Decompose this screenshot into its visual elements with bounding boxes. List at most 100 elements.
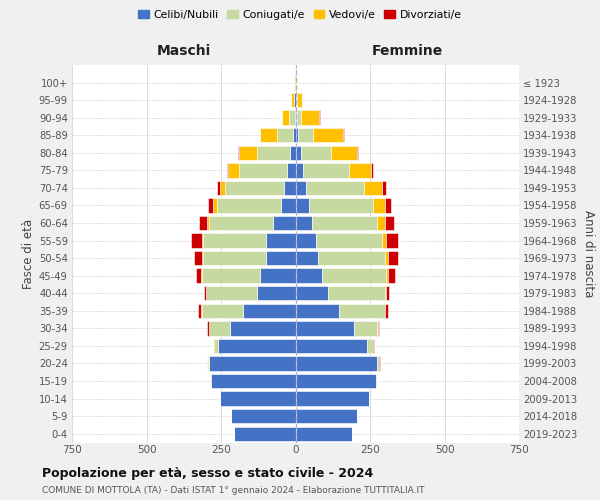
- Bar: [266, 251, 296, 266]
- Bar: [281, 198, 296, 212]
- Bar: [295, 110, 296, 125]
- Bar: [296, 76, 297, 90]
- Bar: [202, 268, 260, 283]
- Bar: [296, 338, 367, 353]
- Bar: [203, 251, 266, 266]
- Bar: [296, 163, 303, 178]
- Legend: Celibi/Nubili, Coniugati/e, Vedovi/e, Divorziati/e: Celibi/Nubili, Coniugati/e, Vedovi/e, Di…: [134, 6, 466, 24]
- Text: Popolazione per età, sesso e stato civile - 2024: Popolazione per età, sesso e stato civil…: [42, 468, 373, 480]
- Bar: [328, 286, 385, 300]
- Bar: [349, 163, 371, 178]
- Bar: [257, 286, 296, 300]
- Bar: [339, 304, 385, 318]
- Bar: [296, 286, 328, 300]
- Bar: [296, 216, 312, 230]
- Bar: [217, 180, 220, 195]
- Bar: [209, 321, 230, 336]
- Bar: [207, 321, 209, 336]
- Bar: [378, 321, 379, 336]
- Bar: [239, 146, 257, 160]
- Bar: [199, 216, 206, 230]
- Bar: [371, 163, 373, 178]
- Bar: [198, 304, 201, 318]
- Bar: [196, 268, 201, 283]
- Bar: [217, 198, 281, 212]
- Bar: [386, 268, 388, 283]
- Bar: [290, 146, 296, 160]
- Bar: [296, 251, 318, 266]
- Y-axis label: Anni di nascita: Anni di nascita: [582, 210, 595, 298]
- Bar: [266, 234, 296, 248]
- Bar: [296, 198, 309, 212]
- Bar: [296, 234, 316, 248]
- Bar: [204, 286, 206, 300]
- Bar: [260, 128, 277, 142]
- Bar: [235, 426, 296, 441]
- Bar: [385, 251, 388, 266]
- Bar: [218, 338, 296, 353]
- Bar: [194, 251, 202, 266]
- Bar: [296, 180, 306, 195]
- Text: Maschi: Maschi: [157, 44, 211, 58]
- Bar: [226, 180, 284, 195]
- Bar: [373, 198, 385, 212]
- Bar: [296, 304, 339, 318]
- Bar: [382, 180, 386, 195]
- Bar: [208, 198, 213, 212]
- Bar: [232, 409, 296, 424]
- Bar: [202, 304, 244, 318]
- Bar: [214, 338, 218, 353]
- Bar: [296, 321, 353, 336]
- Bar: [385, 286, 386, 300]
- Bar: [297, 110, 301, 125]
- Bar: [257, 146, 290, 160]
- Bar: [220, 392, 296, 406]
- Bar: [284, 180, 296, 195]
- Bar: [201, 268, 202, 283]
- Bar: [296, 268, 322, 283]
- Bar: [313, 128, 343, 142]
- Bar: [386, 286, 389, 300]
- Bar: [385, 198, 391, 212]
- Bar: [289, 110, 295, 125]
- Bar: [211, 374, 296, 388]
- Bar: [312, 216, 377, 230]
- Bar: [202, 251, 203, 266]
- Text: COMUNE DI MOTTOLA (TA) - Dati ISTAT 1° gennaio 2024 - Elaborazione TUTTITALIA.IT: COMUNE DI MOTTOLA (TA) - Dati ISTAT 1° g…: [42, 486, 425, 495]
- Bar: [296, 426, 352, 441]
- Bar: [318, 251, 385, 266]
- Bar: [227, 163, 229, 178]
- Y-axis label: Fasce di età: Fasce di età: [22, 218, 35, 289]
- Bar: [209, 356, 296, 370]
- Bar: [202, 234, 203, 248]
- Bar: [382, 234, 386, 248]
- Bar: [367, 338, 373, 353]
- Bar: [309, 198, 373, 212]
- Bar: [292, 93, 294, 108]
- Bar: [385, 304, 388, 318]
- Bar: [295, 93, 296, 108]
- Bar: [203, 234, 266, 248]
- Bar: [296, 409, 356, 424]
- Bar: [385, 216, 394, 230]
- Bar: [209, 216, 273, 230]
- Text: Femmine: Femmine: [371, 44, 443, 58]
- Bar: [301, 146, 331, 160]
- Bar: [191, 234, 202, 248]
- Bar: [296, 392, 368, 406]
- Bar: [301, 110, 319, 125]
- Bar: [377, 216, 385, 230]
- Bar: [230, 321, 296, 336]
- Bar: [296, 356, 377, 370]
- Bar: [293, 128, 296, 142]
- Bar: [303, 163, 349, 178]
- Bar: [364, 180, 382, 195]
- Bar: [206, 286, 257, 300]
- Bar: [298, 128, 313, 142]
- Bar: [388, 268, 395, 283]
- Bar: [296, 128, 298, 142]
- Bar: [296, 146, 301, 160]
- Bar: [206, 216, 209, 230]
- Bar: [220, 180, 226, 195]
- Bar: [229, 163, 239, 178]
